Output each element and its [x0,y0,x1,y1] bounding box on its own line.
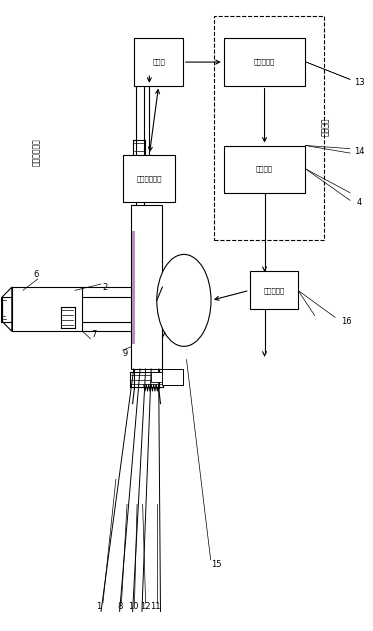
Text: 10: 10 [128,602,139,611]
Text: 12: 12 [140,602,150,611]
Text: 2: 2 [102,283,107,292]
Text: 9: 9 [123,349,128,358]
Bar [151,372,162,382]
Text: 4: 4 [357,198,362,207]
Text: 14: 14 [354,147,364,156]
Text: 1: 1 [97,602,102,611]
Text: 13: 13 [354,78,365,87]
Polygon shape [12,287,82,331]
Bar [131,205,162,369]
Text: 15: 15 [211,560,222,569]
Text: 11: 11 [150,602,160,611]
Text: 16: 16 [341,317,352,326]
Text: 测速传感器: 测速传感器 [263,287,285,293]
Bar [214,16,324,240]
Text: 8: 8 [117,602,122,611]
Text: 6: 6 [33,270,39,279]
Text: 交流电机: 交流电机 [256,166,273,172]
Bar [132,230,135,344]
Bar [224,38,305,86]
Text: 计算机: 计算机 [152,59,165,66]
Text: 控制系统: 控制系统 [322,117,330,136]
Bar [224,146,305,192]
Bar [250,271,298,309]
Bar [135,38,183,86]
Text: 振动信号调理: 振动信号调理 [137,175,162,182]
Bar [162,369,183,385]
Bar [123,155,175,202]
Circle shape [157,254,211,346]
Text: 数据采集系统: 数据采集系统 [31,138,41,166]
Text: 7: 7 [91,330,96,339]
Text: 频谱分析仪: 频谱分析仪 [254,59,275,66]
